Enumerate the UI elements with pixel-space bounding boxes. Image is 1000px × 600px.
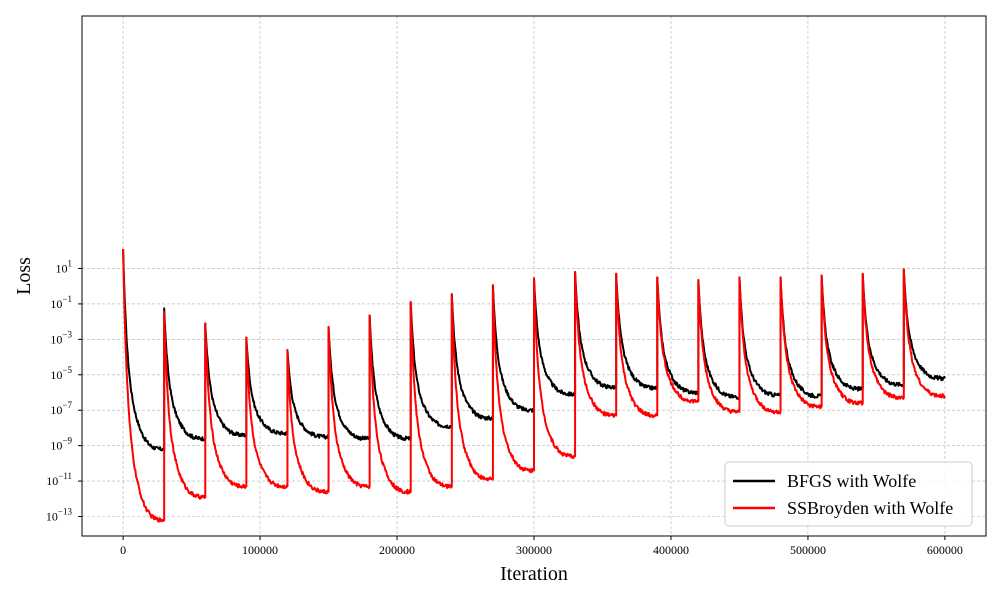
y-tick-label: 10−7 [50, 400, 72, 417]
plot-area [122, 248, 946, 523]
x-axis-title: Iteration [500, 563, 568, 585]
y-tick-label: 10−3 [50, 329, 72, 346]
y-tick-label: 10−1 [50, 294, 72, 311]
x-tick-label: 600000 [927, 543, 963, 557]
y-tick-label: 10−9 [50, 436, 72, 453]
x-tick-label: 300000 [516, 543, 552, 557]
y-tick-label: 10−5 [50, 365, 72, 382]
x-tick-label: 200000 [379, 543, 415, 557]
legend-box [724, 461, 973, 527]
series-line-1 [122, 248, 946, 523]
y-axis: 10−13 10−11 10−9 10−7 10−5 10−3 10−1 101 [46, 258, 82, 524]
legend-label-ssbroyden: SSBroyden with Wolfe [787, 498, 953, 518]
x-tick-label: 500000 [790, 543, 826, 557]
x-axis: 0 100000 200000 300000 400000 500000 600000 [120, 536, 963, 557]
x-tick-label: 100000 [242, 543, 278, 557]
y-tick-label: 10−11 [46, 471, 72, 488]
x-tick-label: 0 [120, 543, 126, 557]
x-tick-label: 400000 [653, 543, 689, 557]
y-tick-label: 101 [56, 258, 73, 275]
y-tick-label: 10−13 [46, 507, 73, 524]
y-axis-title: Loss [13, 257, 35, 295]
legend: BFGS with Wolfe SSBroyden with Wolfe [724, 461, 973, 527]
legend-label-bfgs: BFGS with Wolfe [787, 471, 916, 491]
